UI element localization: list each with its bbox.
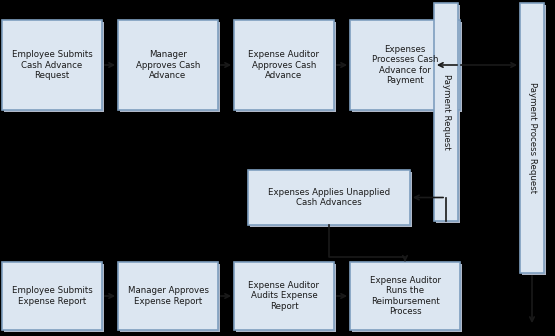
Text: Expense Auditor
Runs the
Reimbursement
Process: Expense Auditor Runs the Reimbursement P… — [370, 276, 441, 316]
FancyBboxPatch shape — [4, 264, 104, 332]
Text: Expenses
Processes Cash
Advance for
Payment: Expenses Processes Cash Advance for Paym… — [372, 45, 438, 85]
Text: Payment Process Request: Payment Process Request — [527, 82, 537, 194]
FancyBboxPatch shape — [120, 264, 220, 332]
FancyBboxPatch shape — [234, 262, 334, 330]
FancyBboxPatch shape — [350, 262, 460, 330]
Text: Employee Submits
Cash Advance
Request: Employee Submits Cash Advance Request — [12, 50, 92, 80]
FancyBboxPatch shape — [522, 5, 546, 275]
FancyBboxPatch shape — [352, 264, 462, 332]
Text: Employee Submits
Expense Report: Employee Submits Expense Report — [12, 286, 92, 306]
FancyBboxPatch shape — [234, 20, 334, 110]
FancyBboxPatch shape — [250, 172, 412, 227]
Text: Manager Approves
Expense Report: Manager Approves Expense Report — [128, 286, 209, 306]
Text: Expense Auditor
Audits Expense
Report: Expense Auditor Audits Expense Report — [249, 281, 320, 311]
FancyBboxPatch shape — [2, 20, 102, 110]
FancyBboxPatch shape — [120, 22, 220, 112]
FancyBboxPatch shape — [434, 3, 458, 221]
FancyBboxPatch shape — [118, 20, 218, 110]
Text: Manager
Approves Cash
Advance: Manager Approves Cash Advance — [136, 50, 200, 80]
Text: Expenses Applies Unapplied
Cash Advances: Expenses Applies Unapplied Cash Advances — [268, 188, 390, 207]
Text: Payment Request: Payment Request — [441, 74, 451, 150]
Text: Expense Auditor
Approves Cash
Advance: Expense Auditor Approves Cash Advance — [249, 50, 320, 80]
FancyBboxPatch shape — [248, 170, 410, 225]
FancyBboxPatch shape — [2, 262, 102, 330]
FancyBboxPatch shape — [4, 22, 104, 112]
FancyBboxPatch shape — [352, 22, 462, 112]
FancyBboxPatch shape — [236, 22, 336, 112]
FancyBboxPatch shape — [436, 5, 460, 223]
FancyBboxPatch shape — [118, 262, 218, 330]
FancyBboxPatch shape — [236, 264, 336, 332]
FancyBboxPatch shape — [350, 20, 460, 110]
FancyBboxPatch shape — [520, 3, 544, 273]
